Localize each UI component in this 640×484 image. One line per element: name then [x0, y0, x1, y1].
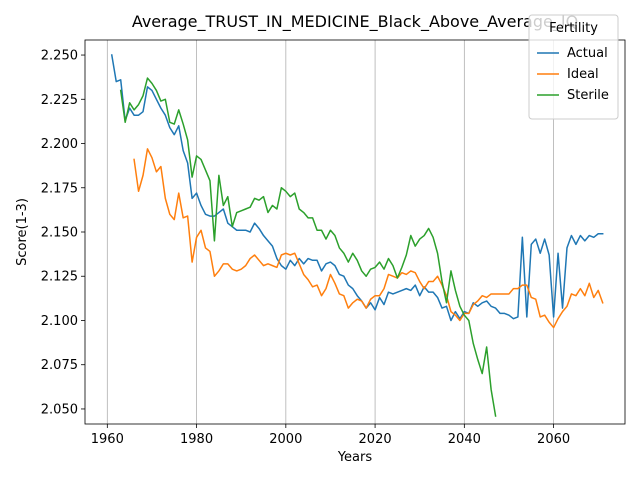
chart-title: Average_TRUST_IN_MEDICINE_Black_Above_Av… — [132, 12, 578, 32]
x-tick-label: 2000 — [269, 432, 302, 447]
y-axis-ticks: 2.050 2.075 2.100 2.125 2.150 2.175 2.200 2.225… — [41, 49, 85, 417]
x-axis-label: Years — [337, 450, 373, 465]
y-tick-label: 2.175 — [41, 181, 78, 196]
x-tick-label: 2020 — [359, 432, 392, 447]
y-tick-label: 2.075 — [41, 358, 78, 373]
series-line-ideal — [133, 148, 604, 329]
series-line-actual — [110, 54, 604, 322]
y-tick-label: 2.125 — [41, 270, 78, 285]
legend-label-ideal: Ideal — [567, 67, 599, 82]
series-layer — [110, 54, 604, 417]
legend-box — [528, 14, 619, 120]
x-tick-label: 1960 — [91, 432, 124, 447]
y-tick-label: 2.100 — [41, 314, 78, 329]
grid-layer — [106, 40, 554, 424]
y-axis-label: Score(1-3) — [15, 198, 30, 266]
series-line-sterile — [119, 77, 497, 417]
x-tick-label: 1980 — [180, 432, 213, 447]
y-tick-label: 2.225 — [41, 93, 78, 108]
legend-label-actual: Actual — [567, 46, 608, 61]
x-tick-label: 2040 — [448, 432, 481, 447]
legend-title: Fertility — [549, 21, 598, 36]
y-tick-label: 2.200 — [41, 137, 78, 152]
legend: Fertility Actual Ideal Sterile — [528, 14, 619, 120]
y-tick-label: 2.050 — [41, 402, 78, 417]
legend-label-sterile: Sterile — [567, 88, 609, 103]
legend-items: Actual Ideal Sterile — [537, 46, 609, 103]
x-tick-label: 2060 — [537, 432, 570, 447]
y-tick-label: 2.250 — [41, 49, 78, 64]
y-tick-label: 2.150 — [41, 226, 78, 241]
x-axis-ticks: 1960 1980 2000 2020 2040 2060 — [91, 424, 570, 447]
